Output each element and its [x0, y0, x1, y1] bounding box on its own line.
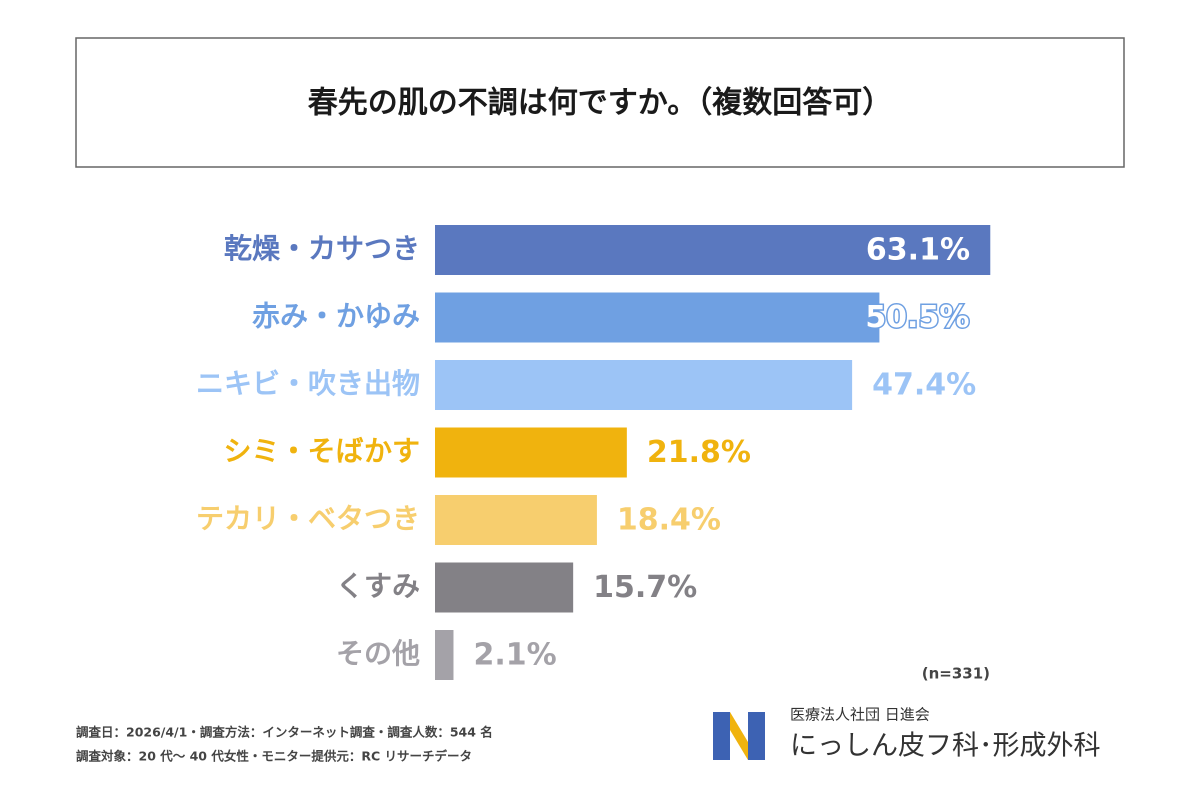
category-label: 乾燥・カサつき: [224, 232, 420, 265]
title-box: [75, 37, 1125, 168]
bar: [435, 292, 880, 343]
value-label: 63.1%: [866, 233, 970, 268]
value-label: 18.4%: [617, 503, 721, 538]
value-label: 15.7%: [593, 570, 697, 605]
bar: [435, 427, 627, 478]
logo-mark: [713, 712, 765, 760]
chart-title: 春先の肌の不調は何ですか。（複数回答可）: [308, 86, 892, 121]
category-label: その他: [336, 637, 420, 670]
category-label: くすみ: [336, 570, 420, 603]
value-label: 2.1%: [473, 638, 556, 673]
logo-name: にっしん皮フ科･形成外科: [790, 731, 1101, 762]
bar: [435, 562, 574, 613]
category-label: テカリ・ベタつき: [196, 502, 420, 535]
footnote: 調査日：2026/4/1・調査方法：インターネット調査・調査人数：544 名: [76, 725, 493, 740]
bar: [435, 225, 991, 275]
bar: [435, 360, 853, 410]
footnote: 調査対象：20 代～ 40 代女性・モニター提供元：RC リサーチデータ: [76, 749, 472, 764]
bar: [435, 495, 597, 545]
category-label: 赤み・かゆみ: [252, 300, 420, 333]
category-label: シミ・そばかす: [223, 435, 420, 468]
bar: [435, 630, 454, 680]
logo-org: 医療法人社団 日進会: [790, 706, 930, 724]
category-label: ニキビ・吹き出物: [196, 367, 420, 400]
value-label: 50.5%: [865, 300, 969, 335]
value-label: 21.8%: [647, 435, 751, 470]
sample-note: (n=331): [922, 665, 990, 683]
value-label: 47.4%: [872, 368, 976, 403]
